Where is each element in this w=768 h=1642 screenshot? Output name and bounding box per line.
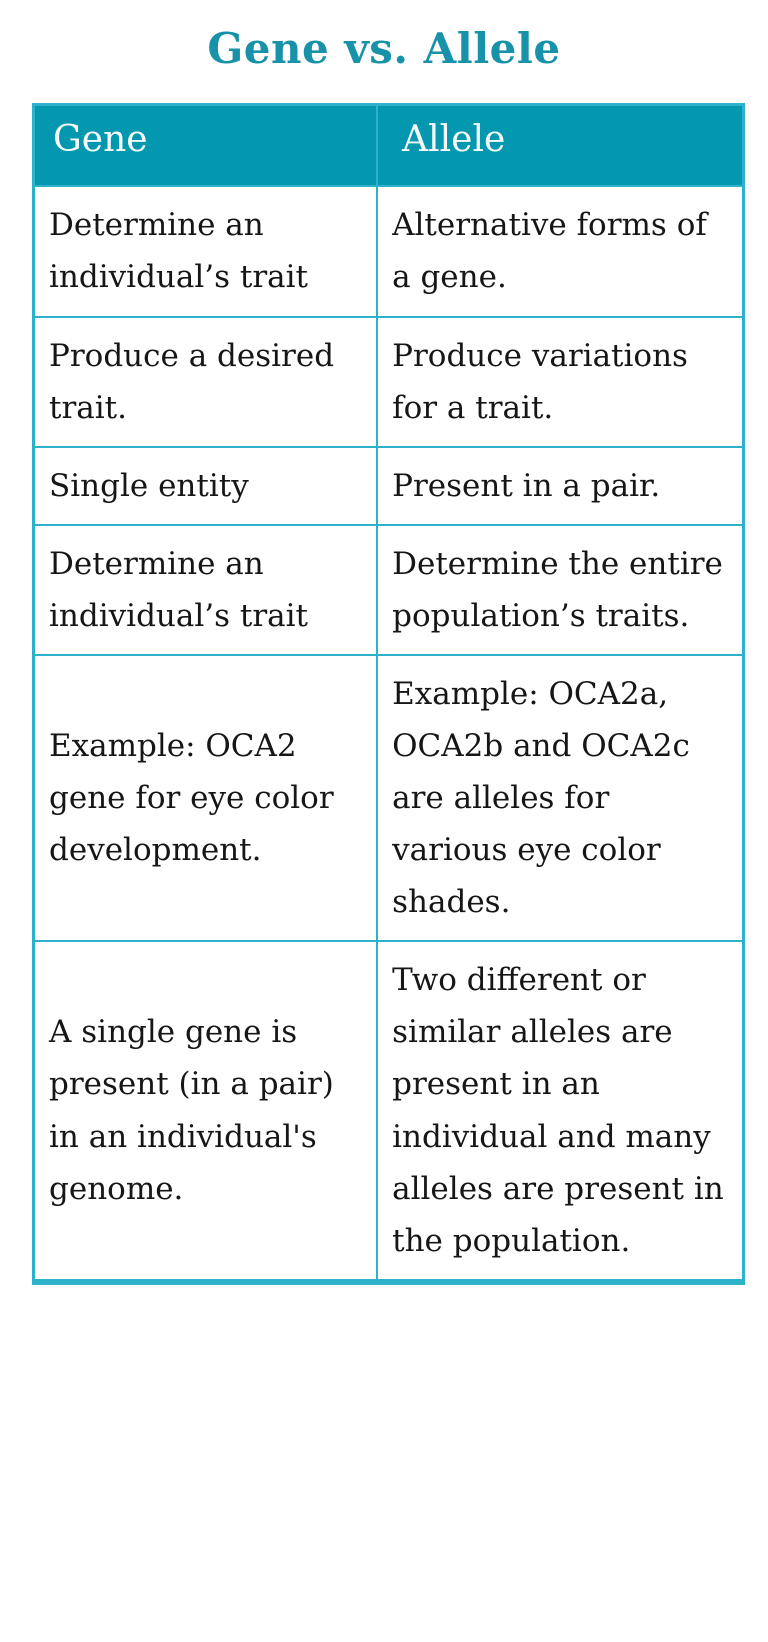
table-row: A single gene is present (in a pair) in … bbox=[32, 940, 745, 1283]
table-row: Determine an individual’s trait Alternat… bbox=[32, 185, 745, 318]
table-row: Produce a desired trait. Produce variati… bbox=[32, 315, 745, 448]
gene-cell: Single entity bbox=[32, 445, 379, 526]
column-header-gene: Gene bbox=[32, 103, 379, 188]
gene-cell: Example: OCA2 gene for eye color develop… bbox=[32, 653, 379, 943]
table-row: Determine an individual’s trait Determin… bbox=[32, 523, 745, 656]
allele-cell: Two different or similar alleles are pre… bbox=[376, 940, 745, 1283]
gene-cell: Determine an individual’s trait bbox=[32, 185, 379, 318]
allele-cell: Present in a pair. bbox=[376, 445, 745, 526]
allele-cell: Alternative forms of a gene. bbox=[376, 185, 745, 318]
table-header-row: Gene Allele bbox=[32, 103, 745, 188]
allele-cell: Produce variations for a trait. bbox=[376, 315, 745, 448]
gene-cell: A single gene is present (in a pair) in … bbox=[32, 940, 379, 1283]
gene-cell: Produce a desired trait. bbox=[32, 315, 379, 448]
comparison-table: Gene Allele Determine an individual’s tr… bbox=[32, 103, 745, 1285]
page-title: Gene vs. Allele bbox=[207, 24, 561, 73]
allele-cell: Determine the entire population’s traits… bbox=[376, 523, 745, 656]
table-row: Single entity Present in a pair. bbox=[32, 445, 745, 526]
allele-cell: Example: OCA2a, OCA2b and OCA2c are alle… bbox=[376, 653, 745, 943]
table-row: Example: OCA2 gene for eye color develop… bbox=[32, 653, 745, 943]
column-header-allele: Allele bbox=[376, 103, 745, 188]
gene-cell: Determine an individual’s trait bbox=[32, 523, 379, 656]
